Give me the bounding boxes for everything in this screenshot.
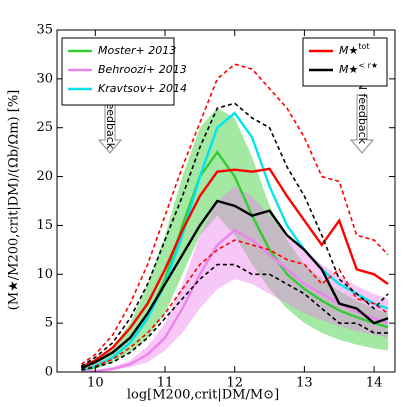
y-tick-label: 0 [45, 365, 53, 380]
y-tick-label: 35 [36, 23, 53, 38]
legend-label: M★tot [339, 42, 370, 58]
legend-sup: < r★ [358, 61, 378, 70]
series-line [81, 263, 389, 371]
x-tick-label: 13 [296, 376, 313, 391]
series-line [80, 63, 389, 365]
plot [80, 63, 389, 372]
legend-box [302, 37, 388, 87]
legend-label: Kravtsov+ 2014 [98, 82, 187, 95]
x-tick-label: 14 [366, 376, 383, 391]
series-line [80, 167, 389, 369]
arrow [349, 94, 375, 154]
legend-text: Moster+ 2013 [98, 44, 176, 57]
series-line [81, 111, 389, 372]
band [81, 186, 389, 372]
series-line [80, 199, 389, 370]
legend-label: M★< r★ [339, 61, 378, 77]
legend-text: M★ [339, 63, 358, 76]
legend-text: Kravtsov+ 2014 [98, 82, 187, 95]
legend-label: Moster+ 2013 [98, 44, 176, 57]
legend-text: M★ [339, 44, 358, 57]
legend-sup: tot [358, 42, 369, 51]
x-tick-label: 12 [226, 376, 243, 391]
y-tick-label: 5 [45, 316, 53, 331]
band [81, 108, 389, 372]
x-axis-label: log[M200,crit|DM/M⊙] [127, 388, 279, 403]
y-axis-label: (M★/M200,crit|DM)/(Ωb/Ωm) [%] [7, 90, 22, 310]
plot-frame [56, 29, 396, 373]
series-line [81, 239, 389, 371]
x-tick-label: 10 [87, 376, 104, 391]
y-tick-label: 25 [36, 120, 53, 135]
legend-text: Behroozi+ 2013 [98, 63, 187, 76]
legend-label: Behroozi+ 2013 [98, 63, 187, 76]
y-tick-label: 20 [36, 169, 53, 184]
x-tick-label: 11 [157, 376, 174, 391]
legend: Moster+ 2013 Behroozi+ 2013 Kravtsov+ 2014 [68, 44, 187, 95]
legend-box [61, 37, 175, 106]
y-tick-label: 15 [36, 218, 53, 233]
y-tick-label: 10 [36, 267, 53, 282]
y-tick-label: 30 [36, 71, 53, 86]
